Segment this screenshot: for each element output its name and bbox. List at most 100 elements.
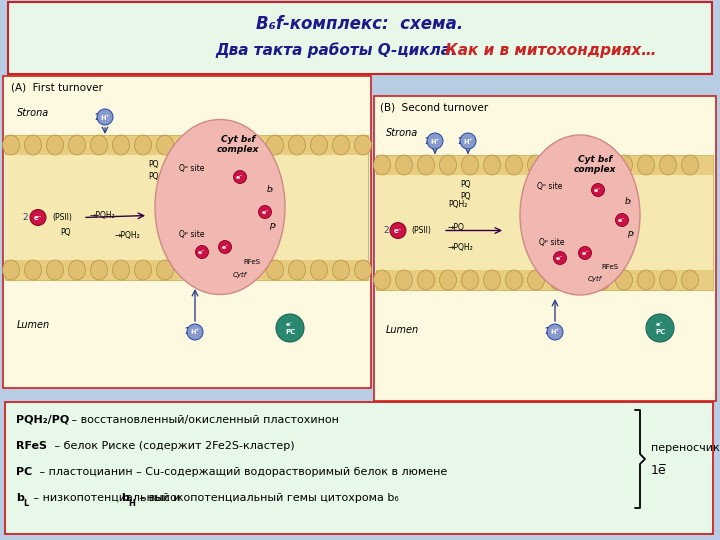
Text: (B)  Second turnover: (B) Second turnover xyxy=(380,103,488,113)
Circle shape xyxy=(30,210,46,226)
Text: B₆f-комплекс:  схема.: B₆f-комплекс: схема. xyxy=(256,15,464,33)
Ellipse shape xyxy=(395,270,413,290)
Text: – восстановленный/окисленный пластохинон: – восстановленный/окисленный пластохинон xyxy=(68,415,339,425)
Text: b: b xyxy=(16,493,24,503)
Circle shape xyxy=(97,109,113,125)
Text: e⁻: e⁻ xyxy=(656,322,664,327)
Text: e⁻: e⁻ xyxy=(198,250,206,255)
Ellipse shape xyxy=(156,135,174,155)
Circle shape xyxy=(646,314,674,342)
Text: PC: PC xyxy=(16,467,32,477)
Ellipse shape xyxy=(135,135,151,155)
Text: e⁻: e⁻ xyxy=(594,188,602,193)
Ellipse shape xyxy=(68,135,86,155)
Text: PQH₂/PQ: PQH₂/PQ xyxy=(16,415,69,425)
Text: – высокопотенциальный гемы цитохрома b₆: – высокопотенциальный гемы цитохрома b₆ xyxy=(136,493,399,503)
Text: Как и в митохондриях…: Как и в митохондриях… xyxy=(440,43,657,57)
Bar xyxy=(376,155,713,290)
Text: (PSII): (PSII) xyxy=(52,213,72,222)
Ellipse shape xyxy=(112,260,130,280)
Text: pₗ: pₗ xyxy=(626,228,634,238)
Ellipse shape xyxy=(222,260,240,280)
Text: H⁺: H⁺ xyxy=(100,114,109,120)
Ellipse shape xyxy=(616,270,632,290)
Text: e⁻: e⁻ xyxy=(34,215,42,221)
Text: b: b xyxy=(121,493,129,503)
Ellipse shape xyxy=(310,260,328,280)
Text: 2: 2 xyxy=(457,137,463,145)
Text: 2: 2 xyxy=(544,327,550,336)
Ellipse shape xyxy=(333,260,349,280)
Circle shape xyxy=(233,171,246,184)
Text: Cyt b₆f: Cyt b₆f xyxy=(221,134,255,144)
Ellipse shape xyxy=(47,260,63,280)
Bar xyxy=(3,76,371,388)
Text: Qᵖ site: Qᵖ site xyxy=(179,231,204,240)
Ellipse shape xyxy=(682,155,698,175)
Ellipse shape xyxy=(572,270,588,290)
Ellipse shape xyxy=(505,270,523,290)
Text: Lumen: Lumen xyxy=(17,320,50,330)
Ellipse shape xyxy=(200,135,217,155)
Ellipse shape xyxy=(266,135,284,155)
Text: H⁺: H⁺ xyxy=(431,138,440,145)
Text: 2: 2 xyxy=(22,213,28,222)
Text: 2: 2 xyxy=(424,137,430,145)
Ellipse shape xyxy=(374,155,390,175)
Text: PC: PC xyxy=(655,329,665,335)
Text: Strona: Strona xyxy=(17,108,49,118)
Text: RFeS: RFeS xyxy=(601,264,618,270)
Text: Cytf: Cytf xyxy=(233,272,247,278)
Circle shape xyxy=(616,213,629,226)
Ellipse shape xyxy=(637,270,654,290)
Ellipse shape xyxy=(660,270,677,290)
Text: e⁻: e⁻ xyxy=(287,322,294,327)
Ellipse shape xyxy=(572,155,588,175)
Ellipse shape xyxy=(91,260,107,280)
Ellipse shape xyxy=(222,135,240,155)
Ellipse shape xyxy=(682,270,698,290)
Ellipse shape xyxy=(593,270,611,290)
Bar xyxy=(5,402,713,534)
Ellipse shape xyxy=(520,135,640,295)
Text: H: H xyxy=(128,498,135,508)
Circle shape xyxy=(276,314,304,342)
Bar xyxy=(376,175,713,270)
Bar xyxy=(8,2,712,74)
Text: e⁻: e⁻ xyxy=(581,251,589,256)
Text: 2: 2 xyxy=(184,327,190,336)
Circle shape xyxy=(578,246,592,260)
Circle shape xyxy=(218,240,232,253)
Circle shape xyxy=(554,252,567,265)
Text: RFeS: RFeS xyxy=(16,441,47,451)
Text: PQH₂: PQH₂ xyxy=(448,200,467,209)
Ellipse shape xyxy=(289,260,305,280)
Text: – белок Риске (содержит 2Fe2S-кластер): – белок Риске (содержит 2Fe2S-кластер) xyxy=(51,441,294,451)
Ellipse shape xyxy=(333,135,349,155)
Ellipse shape xyxy=(354,135,372,155)
Bar xyxy=(5,135,368,280)
Ellipse shape xyxy=(156,260,174,280)
Ellipse shape xyxy=(505,155,523,175)
Ellipse shape xyxy=(2,135,19,155)
Text: (A)  First turnover: (A) First turnover xyxy=(11,83,103,93)
Text: e⁻: e⁻ xyxy=(557,256,564,261)
Ellipse shape xyxy=(374,270,390,290)
Text: 1е̅: 1е̅ xyxy=(651,463,667,476)
Text: →PQH₂: →PQH₂ xyxy=(90,211,116,220)
Text: complex: complex xyxy=(574,165,616,174)
Ellipse shape xyxy=(2,260,19,280)
Text: RFeS: RFeS xyxy=(243,259,261,265)
Ellipse shape xyxy=(549,155,567,175)
Ellipse shape xyxy=(266,260,284,280)
Ellipse shape xyxy=(439,270,456,290)
Text: PQ: PQ xyxy=(460,180,470,190)
Ellipse shape xyxy=(549,270,567,290)
Text: Qᵒ site: Qᵒ site xyxy=(179,165,204,173)
Text: pₗ: pₗ xyxy=(269,220,275,230)
Ellipse shape xyxy=(660,155,677,175)
Ellipse shape xyxy=(200,260,217,280)
Ellipse shape xyxy=(637,155,654,175)
Ellipse shape xyxy=(528,155,544,175)
Ellipse shape xyxy=(155,119,285,294)
